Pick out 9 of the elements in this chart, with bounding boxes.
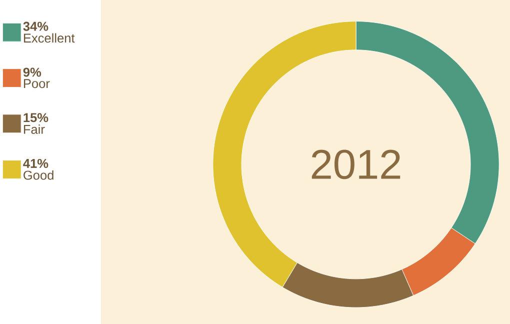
data-label: 41% [23, 158, 48, 168]
data-label: 9% [23, 68, 42, 77]
legend-label: Excellent [24, 33, 75, 43]
data-label: 15% [24, 113, 48, 122]
data-label: 34% [23, 22, 48, 31]
legend-label: Poor [24, 79, 50, 88]
legend-label: Fair [24, 124, 45, 134]
text: 2012 [312, 150, 400, 180]
legend-label: Good [24, 170, 54, 180]
